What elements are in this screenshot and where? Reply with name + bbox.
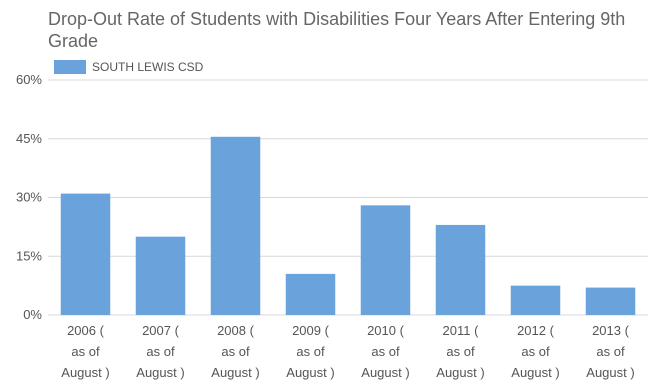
x-tick-label: August ) — [361, 365, 409, 380]
x-tick-label: as of — [221, 344, 250, 359]
bar — [360, 205, 411, 315]
x-tick-label: August ) — [61, 365, 109, 380]
bar — [510, 285, 561, 315]
x-tick-label: 2008 ( — [217, 323, 255, 338]
bar — [135, 236, 186, 315]
bar — [435, 224, 486, 315]
x-tick-label: as of — [596, 344, 625, 359]
x-tick-label: 2009 ( — [292, 323, 330, 338]
y-tick-label: 60% — [16, 72, 42, 87]
x-tick-label: 2006 ( — [67, 323, 105, 338]
legend-label: SOUTH LEWIS CSD — [92, 60, 204, 74]
x-tick-label: August ) — [211, 365, 259, 380]
x-tick-label: as of — [146, 344, 175, 359]
x-tick-label: August ) — [511, 365, 559, 380]
x-tick-label: August ) — [586, 365, 634, 380]
x-tick-label: 2012 ( — [517, 323, 555, 338]
x-tick-label: August ) — [136, 365, 184, 380]
bar — [60, 193, 111, 315]
x-tick-label: as of — [296, 344, 325, 359]
y-tick-label: 0% — [23, 307, 42, 322]
x-tick-label: 2010 ( — [367, 323, 405, 338]
x-tick-label: 2011 ( — [443, 323, 480, 338]
x-tick-label: 2013 ( — [592, 323, 630, 338]
chart-title: Drop-Out Rate of Students with Disabilit… — [48, 9, 626, 51]
legend-swatch — [54, 60, 86, 74]
x-tick-label: August ) — [436, 365, 484, 380]
x-tick-label: 2007 ( — [142, 323, 180, 338]
y-tick-label: 30% — [16, 190, 42, 205]
x-tick-label: August ) — [286, 365, 334, 380]
bar — [210, 136, 261, 315]
y-tick-label: 15% — [16, 248, 42, 263]
bar — [285, 273, 336, 315]
x-tick-label: as of — [371, 344, 400, 359]
legend: SOUTH LEWIS CSD — [54, 60, 203, 74]
x-tick-label: as of — [71, 344, 100, 359]
x-tick-label: as of — [446, 344, 475, 359]
x-tick-label: as of — [521, 344, 550, 359]
y-tick-label: 45% — [16, 131, 42, 146]
bar — [585, 287, 636, 315]
